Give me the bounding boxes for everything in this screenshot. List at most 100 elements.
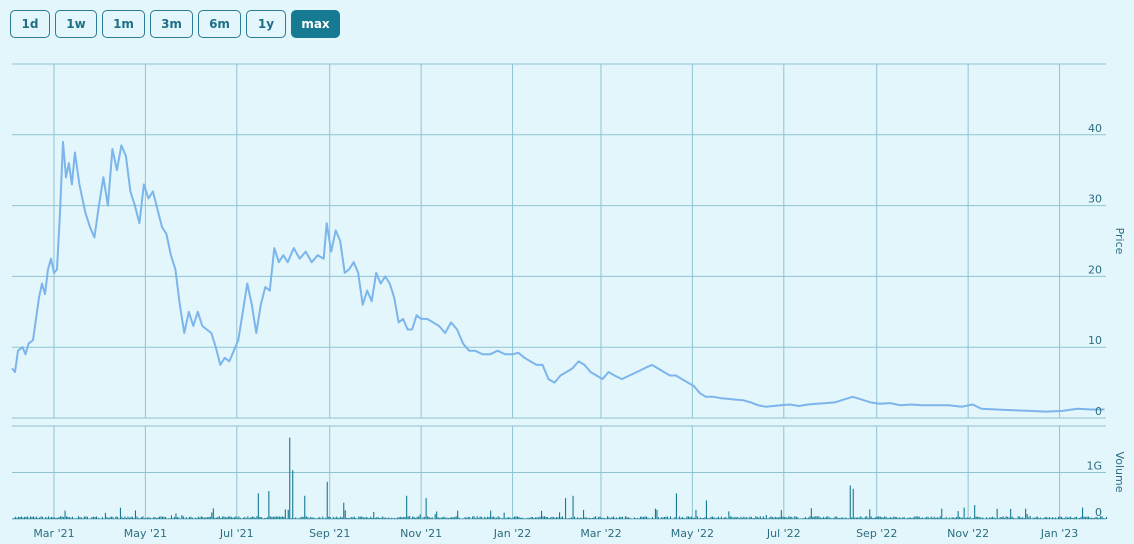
volume-bar xyxy=(650,518,652,519)
x-tick-label: Jul '22 xyxy=(766,527,801,540)
volume-bar xyxy=(621,516,623,519)
volume-bar xyxy=(203,517,205,519)
volume-bar xyxy=(950,518,952,519)
volume-bar xyxy=(710,516,712,519)
volume-bar xyxy=(837,518,839,519)
range-button-1d[interactable]: 1d xyxy=(10,10,50,38)
volume-bar xyxy=(536,517,538,519)
volume-bar xyxy=(163,516,165,519)
volume-bar xyxy=(455,516,457,519)
volume-bar xyxy=(758,517,760,519)
volume-bar xyxy=(584,517,586,519)
volume-bar xyxy=(815,516,817,519)
volume-bar xyxy=(1085,517,1087,519)
volume-bar xyxy=(251,516,253,519)
volume-bar xyxy=(849,485,851,519)
volume-bar xyxy=(488,517,490,519)
volume-bar xyxy=(629,517,631,519)
volume-bar xyxy=(656,509,658,519)
volume-bar xyxy=(268,491,270,519)
volume-bar xyxy=(806,518,808,519)
volume-bar xyxy=(999,517,1001,519)
volume-bar xyxy=(458,517,460,519)
volume-bar xyxy=(298,518,300,519)
volume-bar xyxy=(1034,517,1036,519)
volume-bar xyxy=(553,517,555,519)
volume-bar xyxy=(645,516,647,519)
volume-bar xyxy=(272,516,274,519)
volume-bar xyxy=(100,518,102,519)
x-tick-label: Jul '21 xyxy=(219,527,254,540)
volume-bar xyxy=(161,516,163,519)
volume-bar xyxy=(559,512,561,519)
volume-bar xyxy=(194,517,196,519)
volume-bar xyxy=(295,517,297,519)
volume-bar xyxy=(64,510,66,519)
volume-bar xyxy=(633,517,635,519)
volume-bar xyxy=(580,517,582,519)
range-button-1m[interactable]: 1m xyxy=(102,10,145,38)
volume-bar xyxy=(410,518,412,519)
volume-bar xyxy=(782,516,784,519)
volume-bar xyxy=(481,516,483,519)
volume-bar xyxy=(638,518,640,519)
volume-bar xyxy=(623,518,625,519)
volume-bar xyxy=(544,516,546,519)
volume-bar xyxy=(442,517,444,519)
volume-bar xyxy=(1088,516,1090,519)
volume-bar xyxy=(725,517,727,519)
volume-bar xyxy=(479,516,481,519)
volume-bar xyxy=(1043,518,1045,519)
volume-bar xyxy=(702,518,704,519)
volume-bar xyxy=(424,516,426,519)
volume-bar xyxy=(57,517,59,519)
volume-bar xyxy=(107,518,109,519)
range-button-max[interactable]: max xyxy=(291,10,340,38)
range-button-1w[interactable]: 1w xyxy=(55,10,97,38)
volume-bar xyxy=(1106,517,1108,519)
volume-bar xyxy=(897,518,899,519)
range-button-1y[interactable]: 1y xyxy=(246,10,286,38)
range-button-3m[interactable]: 3m xyxy=(150,10,193,38)
volume-bar xyxy=(538,517,540,519)
volume-bars xyxy=(12,437,1108,520)
volume-bar xyxy=(989,517,991,519)
volume-bar xyxy=(731,516,733,519)
volume-bar xyxy=(1017,516,1019,519)
range-button-6m[interactable]: 6m xyxy=(198,10,241,38)
volume-bar xyxy=(797,517,799,519)
volume-bar xyxy=(707,518,709,519)
volume-bar xyxy=(190,516,192,519)
volume-bar xyxy=(373,512,375,519)
volume-bar xyxy=(461,518,463,519)
volume-bar xyxy=(433,518,435,519)
volume-bar xyxy=(16,517,18,519)
volume-bar xyxy=(1068,517,1070,519)
volume-bar xyxy=(1092,517,1094,519)
volume-bar xyxy=(518,516,520,519)
volume-bar xyxy=(753,518,755,519)
volume-bar xyxy=(990,517,992,519)
volume-bar xyxy=(1010,508,1012,519)
volume-bar xyxy=(409,516,411,519)
volume-bar xyxy=(903,517,905,519)
volume-bar xyxy=(851,517,853,519)
volume-bar xyxy=(1080,516,1082,519)
x-tick-label: Sep '22 xyxy=(856,527,897,540)
volume-bar xyxy=(493,516,495,519)
volume-bar xyxy=(73,518,75,519)
volume-bar xyxy=(896,517,898,519)
volume-bar xyxy=(713,517,715,519)
volume-bar xyxy=(365,516,367,519)
volume-bar xyxy=(1008,517,1010,519)
volume-bar xyxy=(283,516,285,519)
volume-bar xyxy=(1062,518,1064,519)
volume-bar xyxy=(66,516,68,519)
volume-bar xyxy=(344,510,346,519)
volume-bar xyxy=(376,517,378,519)
volume-bar xyxy=(1089,517,1091,519)
volume-bar xyxy=(148,517,150,519)
volume-bar xyxy=(40,516,42,519)
volume-bar xyxy=(800,518,802,519)
volume-bar xyxy=(30,516,32,519)
